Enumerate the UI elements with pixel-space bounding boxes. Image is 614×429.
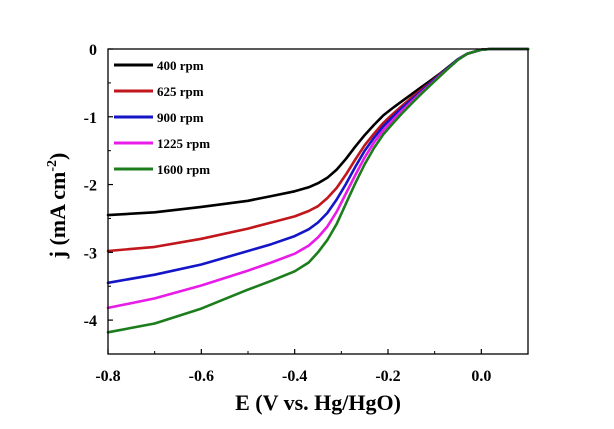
- y-axis-title-superscript: -2: [45, 160, 60, 172]
- y-tick-label: -3: [84, 245, 97, 262]
- y-axis-title-close: ): [45, 153, 70, 160]
- legend-label-1600-rpm: 1600 rpm: [157, 162, 210, 177]
- y-tick-label: -1: [84, 110, 97, 127]
- series-line-1600-rpm: [106, 47, 530, 334]
- legend-label-400-rpm: 400 rpm: [157, 58, 204, 73]
- x-tick-label: -0.8: [95, 368, 120, 385]
- y-axis-title: j (mA cm-2): [45, 153, 70, 260]
- axis-tick-labels: -0.8 -0.6 -0.4 -0.2 0.0 0 -1 -2 -3 -4: [84, 42, 492, 385]
- axis-ticks: [107, 48, 529, 355]
- x-tick-label: 0.0: [471, 368, 491, 385]
- legend: 400 rpm 625 rpm 900 rpm 1225 rpm 1600 rpm: [114, 58, 210, 177]
- y-tick-label: -4: [84, 313, 97, 330]
- legend-label-625-rpm: 625 rpm: [157, 84, 204, 99]
- series-line-400-rpm: [106, 47, 530, 217]
- legend-label-1225-rpm: 1225 rpm: [157, 136, 210, 151]
- x-axis-title: E (V vs. Hg/HgO): [235, 390, 401, 415]
- x-tick-label: -0.4: [282, 368, 307, 385]
- y-tick-label: 0: [89, 42, 97, 59]
- plot-area: [106, 47, 530, 334]
- legend-label-900-rpm: 900 rpm: [157, 110, 204, 125]
- plot-frame: [107, 48, 529, 355]
- x-tick-label: -0.2: [375, 368, 400, 385]
- x-tick-label: -0.6: [189, 368, 214, 385]
- y-axis-title-main: j (mA cm: [45, 172, 70, 260]
- y-tick-label: -2: [84, 178, 97, 195]
